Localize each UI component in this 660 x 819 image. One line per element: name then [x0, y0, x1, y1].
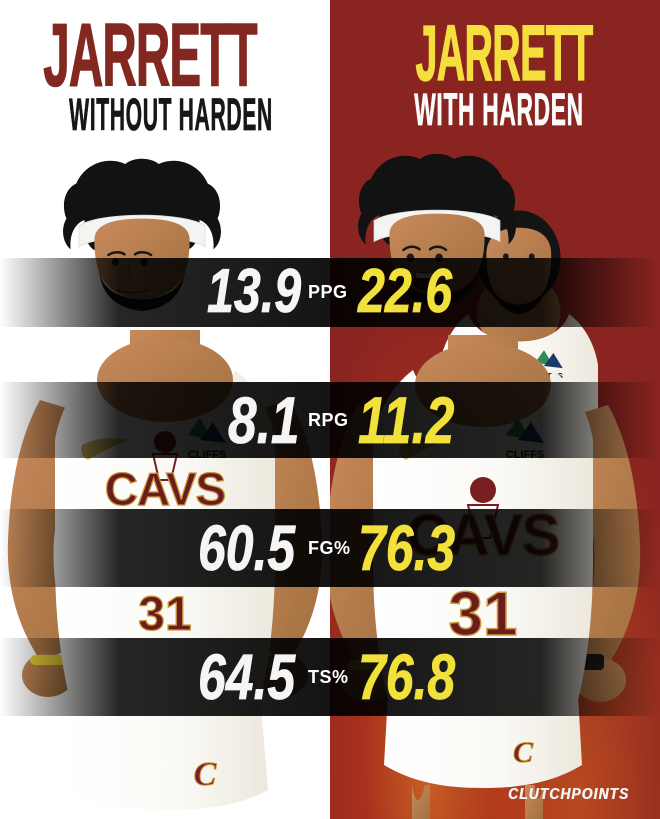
svg-text:CAVS: CAVS	[105, 463, 225, 515]
svg-text:31: 31	[138, 588, 191, 641]
svg-text:C: C	[194, 756, 217, 793]
svg-text:C: C	[513, 736, 534, 769]
